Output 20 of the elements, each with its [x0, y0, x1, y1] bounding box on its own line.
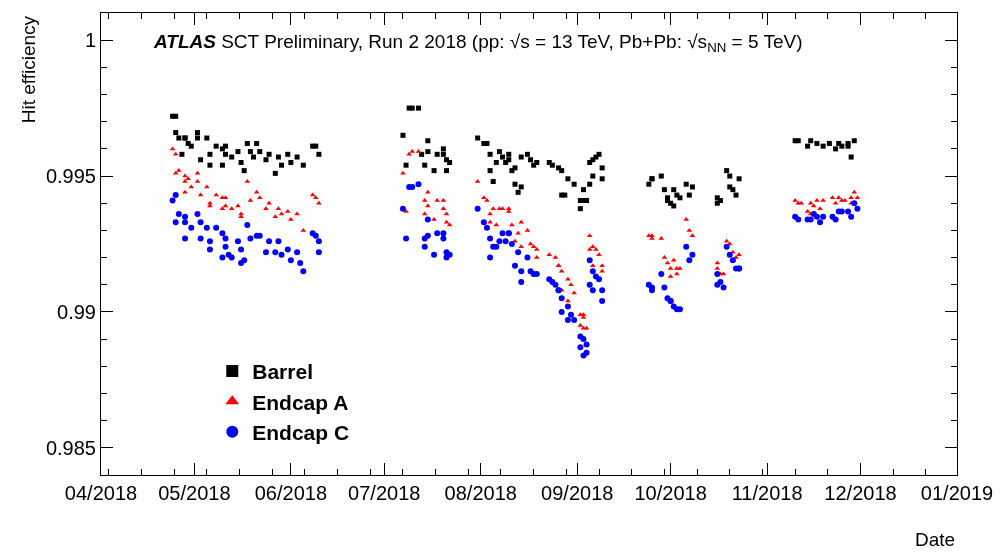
- x-tick-label: 05/2018: [158, 482, 231, 504]
- x-tick-label: 04/2018: [64, 482, 138, 504]
- x-tick-label: 11/2018: [731, 482, 803, 504]
- x-tick-label: 09/2018: [541, 482, 614, 504]
- legend-label: Endcap A: [252, 390, 349, 414]
- legend-label: Endcap C: [252, 420, 350, 444]
- text: ATLAS SCT Preliminary, Run 2 2018 (pp: √s = 13 TeV, Pb+Pb: √s$_{NN}$ = 5 TeV): [153, 31, 803, 55]
- y-tick-label: 0.99: [57, 300, 96, 323]
- x-tick-label: 10/2018: [634, 482, 707, 504]
- x-axis-title: Date: [915, 529, 956, 550]
- legend-label: Barrel: [252, 360, 313, 384]
- x-tick-label: 08/2018: [444, 482, 517, 504]
- y-axis-title: Hit efficiency: [18, 15, 40, 124]
- x-tick-label: 01/2019: [920, 482, 994, 504]
- y-tick-label: 0.985: [45, 436, 96, 459]
- y-tick-label: 0.995: [45, 165, 96, 188]
- y-tick-label: 1: [84, 29, 96, 52]
- x-tick-label: 06/2018: [254, 482, 328, 504]
- x-tick-label: 07/2018: [348, 482, 421, 504]
- x-tick-label: 12/2018: [824, 482, 897, 504]
